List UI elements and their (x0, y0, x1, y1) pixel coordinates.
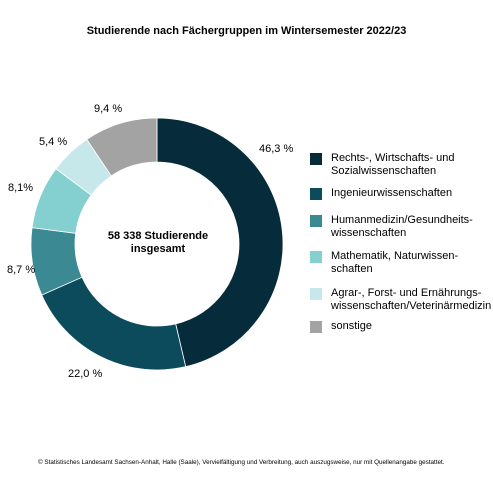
legend-swatch (310, 321, 322, 333)
legend-label: Humanmedizin/Gesundheits- wissenschaften (331, 214, 493, 240)
legend-label-line: Sozialwissenschaften (331, 165, 437, 177)
legend-label-line: Rechts-, Wirtschafts- und (331, 152, 455, 164)
donut-slice-ingenieur (41, 276, 187, 371)
legend-swatch (310, 251, 322, 263)
donut-slice-rechts-wirtschaft (156, 117, 284, 368)
value-label-ingenieur: 22,0 % (68, 368, 103, 380)
legend-label-line: schaften (331, 263, 373, 275)
value-label-mathematik: 8,1% (8, 182, 34, 194)
legend-swatch (310, 153, 322, 165)
legend-swatch (310, 188, 322, 200)
legend-label: Mathematik, Naturwissen- schaften (331, 250, 493, 276)
copyright-footnote: © Statistisches Landesamt Sachsen-Anhalt… (38, 459, 445, 466)
legend-label: Agrar-, Forst- und Ernährungs- wissensch… (331, 287, 493, 313)
value-label-agrar: 5,4 % (39, 136, 68, 148)
legend-label-line: Ingenieurwissenschaften (331, 187, 453, 199)
chart-title: Studierende nach Fächergruppen im Winter… (86, 25, 407, 37)
legend-label-line: wissenschaften (331, 227, 407, 239)
donut-center-label: 58 338 Studierende insgesamt (88, 230, 228, 256)
legend-swatch (310, 215, 322, 227)
value-label-rechts-wirtschaft: 46,3 % (259, 143, 294, 155)
legend-label: Rechts-, Wirtschafts- und Sozialwissensc… (331, 152, 493, 178)
center-label-line-1: 58 338 Studierende (107, 230, 209, 242)
legend-label: Ingenieurwissenschaften (331, 187, 493, 200)
center-label-line-2: insgesamt (130, 243, 186, 255)
value-label-sonstige: 9,4 % (94, 103, 123, 115)
legend-label-line: Humanmedizin/Gesundheits- (331, 214, 473, 226)
legend-label-line: wissenschaften/Veterinärmedizin (331, 300, 492, 312)
legend-swatch (310, 288, 322, 300)
legend-label-line: sonstige (331, 320, 372, 332)
legend-label-line: Mathematik, Naturwissen- (331, 250, 459, 262)
legend-label: sonstige (331, 320, 493, 333)
donut-slice-sonstige (86, 117, 158, 177)
value-label-humanmedizin: 8,7 % (7, 264, 36, 276)
legend-label-line: Agrar-, Forst- und Ernährungs- (331, 287, 482, 299)
